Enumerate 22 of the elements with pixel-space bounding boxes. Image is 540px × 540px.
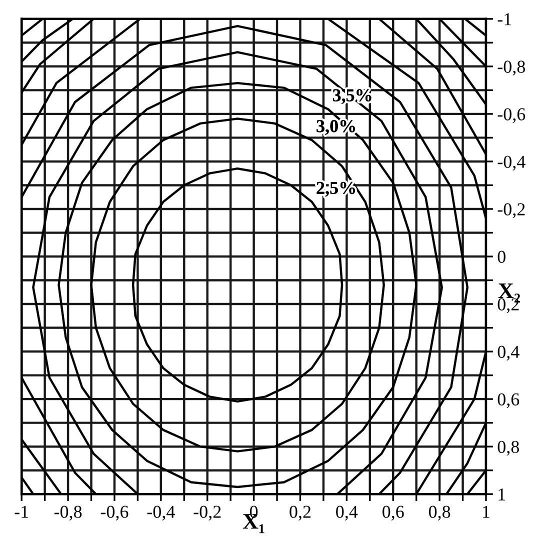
- y-tick-label: -0,4: [498, 156, 526, 170]
- y-tick-label: 0,6: [498, 393, 520, 408]
- y-tick-label: 1: [498, 488, 506, 500]
- line-series: [58, 82, 418, 488]
- x-tick-label: -0,2: [194, 506, 221, 521]
- x-tick-label: -0,8: [54, 506, 82, 521]
- line-series: [90, 118, 385, 452]
- x-tick-label: -1: [14, 506, 28, 518]
- y-tick-label: -0,2: [498, 203, 525, 218]
- x-tick-label: 0,4: [336, 506, 358, 521]
- x-tick-label: 1: [483, 506, 490, 518]
- x-tick-label: 0,2: [290, 506, 311, 521]
- y-tick-label: -0,8: [498, 60, 526, 76]
- x-tick-label: 0,6: [382, 506, 404, 521]
- x-tick-label: -0,6: [100, 506, 128, 521]
- y-tick-label: 0: [498, 250, 506, 263]
- x-tick-label: -0,4: [147, 506, 175, 521]
- y-tick-label: -1: [498, 13, 512, 26]
- y-tick-label: -0,6: [498, 108, 526, 123]
- y-tick-label: 0,4: [498, 346, 520, 361]
- y-tick-label: 0,8: [498, 440, 519, 456]
- x-tick-label: 0,8: [428, 506, 450, 521]
